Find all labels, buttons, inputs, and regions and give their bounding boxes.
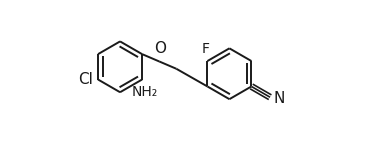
Text: N: N: [274, 91, 285, 106]
Text: Cl: Cl: [79, 72, 93, 87]
Text: F: F: [202, 42, 210, 56]
Text: O: O: [154, 41, 166, 56]
Text: NH₂: NH₂: [132, 85, 158, 99]
